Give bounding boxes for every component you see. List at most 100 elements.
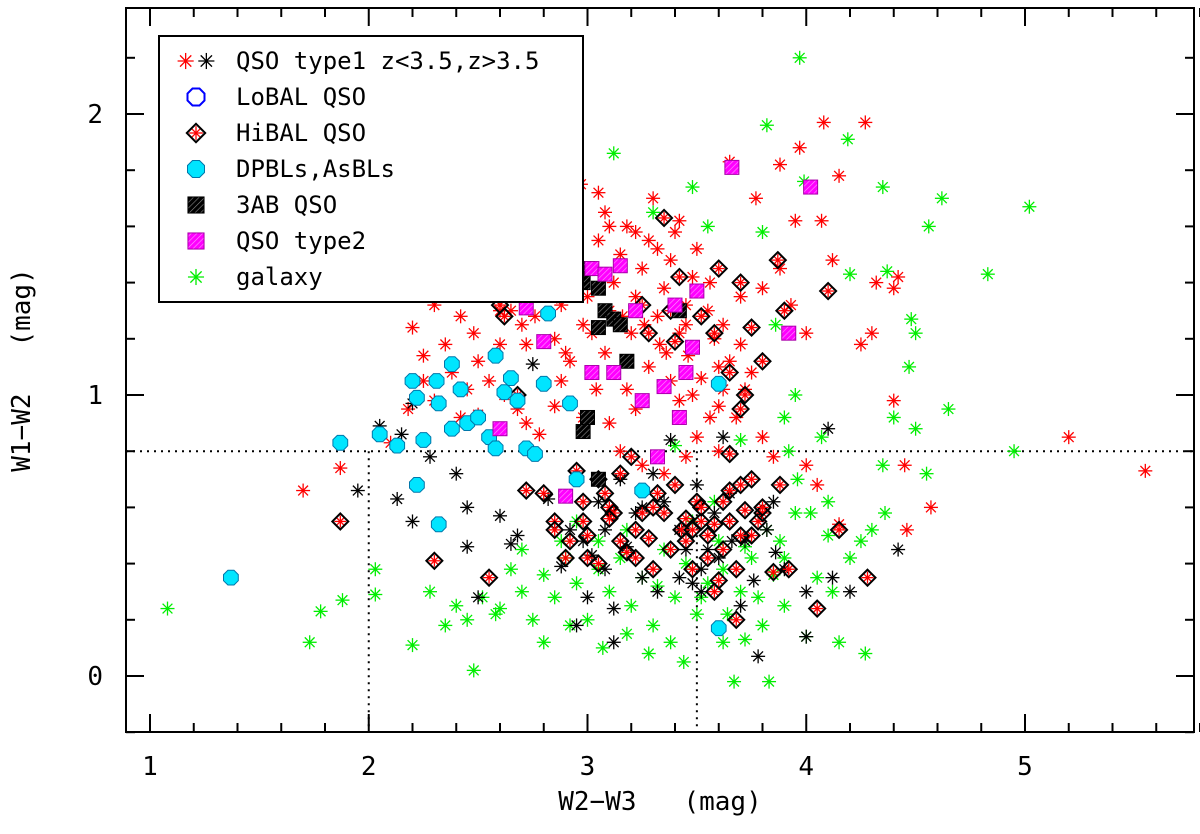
data-point xyxy=(416,348,431,363)
data-point xyxy=(711,399,726,414)
data-point xyxy=(659,345,674,360)
data-point xyxy=(428,373,445,389)
data-point xyxy=(466,663,481,678)
data-point xyxy=(814,213,829,228)
data-point xyxy=(503,562,518,577)
data-point xyxy=(650,584,665,599)
data-point xyxy=(716,562,731,577)
data-point xyxy=(415,432,432,448)
data-point xyxy=(560,531,580,551)
data-point xyxy=(650,241,665,256)
data-point xyxy=(689,430,704,445)
data-point xyxy=(569,618,584,633)
data-point xyxy=(590,320,606,336)
data-point xyxy=(641,233,656,248)
data-point xyxy=(742,469,761,489)
data-point xyxy=(558,488,574,504)
data-point xyxy=(471,590,486,605)
data-point xyxy=(720,444,740,464)
data-point xyxy=(704,582,724,602)
data-point xyxy=(619,219,634,234)
data-point xyxy=(430,395,447,412)
data-point xyxy=(816,115,831,130)
data-point xyxy=(764,562,783,582)
data-point xyxy=(853,534,868,549)
data-point xyxy=(738,632,752,647)
data-point xyxy=(554,373,569,388)
legend-symbol-ab3 xyxy=(187,196,205,214)
data-point xyxy=(716,430,731,445)
data-point xyxy=(665,332,685,352)
data-point xyxy=(788,388,803,402)
data-point xyxy=(720,363,740,382)
data-point xyxy=(657,281,672,296)
data-point xyxy=(678,365,694,381)
data-point xyxy=(678,449,693,464)
data-point xyxy=(541,491,556,506)
data-point xyxy=(547,399,562,414)
data-point xyxy=(466,326,481,341)
data-point xyxy=(590,471,606,487)
data-point xyxy=(639,323,659,343)
data-point xyxy=(1022,199,1037,214)
data-point xyxy=(768,250,788,270)
data-point xyxy=(685,269,700,284)
data-point xyxy=(368,587,383,602)
data-points xyxy=(160,50,1153,689)
data-point xyxy=(460,539,475,554)
data-point xyxy=(676,509,696,529)
data-point xyxy=(934,191,949,206)
data-point xyxy=(880,264,895,279)
data-point xyxy=(821,421,836,436)
data-point xyxy=(424,551,444,571)
data-point xyxy=(691,497,711,517)
data-point xyxy=(602,416,617,431)
data-point xyxy=(487,347,504,364)
data-point xyxy=(657,466,672,481)
data-point xyxy=(536,334,552,350)
data-point xyxy=(634,393,650,409)
data-point xyxy=(453,309,468,324)
data-point xyxy=(799,629,814,644)
data-point xyxy=(755,281,770,296)
data-point xyxy=(503,370,519,386)
data-point xyxy=(628,289,643,304)
data-point xyxy=(720,607,735,622)
data-point xyxy=(755,618,770,633)
data-point xyxy=(799,326,814,341)
data-point xyxy=(626,520,646,540)
data-point xyxy=(514,542,529,557)
data-point xyxy=(493,508,507,523)
x-tick-label: 2 xyxy=(361,752,377,782)
data-point xyxy=(759,522,774,537)
data-point xyxy=(626,548,646,568)
x-axis-label: W2−W3 (mag) xyxy=(558,787,762,817)
data-point xyxy=(619,626,634,641)
data-point xyxy=(759,118,774,133)
data-point xyxy=(619,353,635,369)
data-point xyxy=(711,359,726,374)
data-point xyxy=(452,381,469,398)
data-point xyxy=(825,253,840,268)
data-point xyxy=(635,261,650,276)
data-point xyxy=(335,593,350,608)
data-point xyxy=(685,180,700,195)
series-hibal-qso xyxy=(330,208,877,630)
data-point xyxy=(768,317,783,332)
data-point xyxy=(482,373,497,388)
data-point xyxy=(641,359,656,374)
data-point xyxy=(575,424,591,440)
data-point xyxy=(661,540,681,559)
data-point xyxy=(591,185,606,200)
data-point xyxy=(904,312,919,327)
data-point xyxy=(689,283,705,299)
data-point xyxy=(700,219,715,234)
data-point xyxy=(710,375,727,392)
data-point xyxy=(646,466,661,481)
data-point xyxy=(733,432,748,447)
data-point xyxy=(663,432,678,447)
data-point xyxy=(589,382,604,397)
data-point xyxy=(635,570,650,585)
y-axis-label: W1−W2 (mag) xyxy=(7,268,37,472)
